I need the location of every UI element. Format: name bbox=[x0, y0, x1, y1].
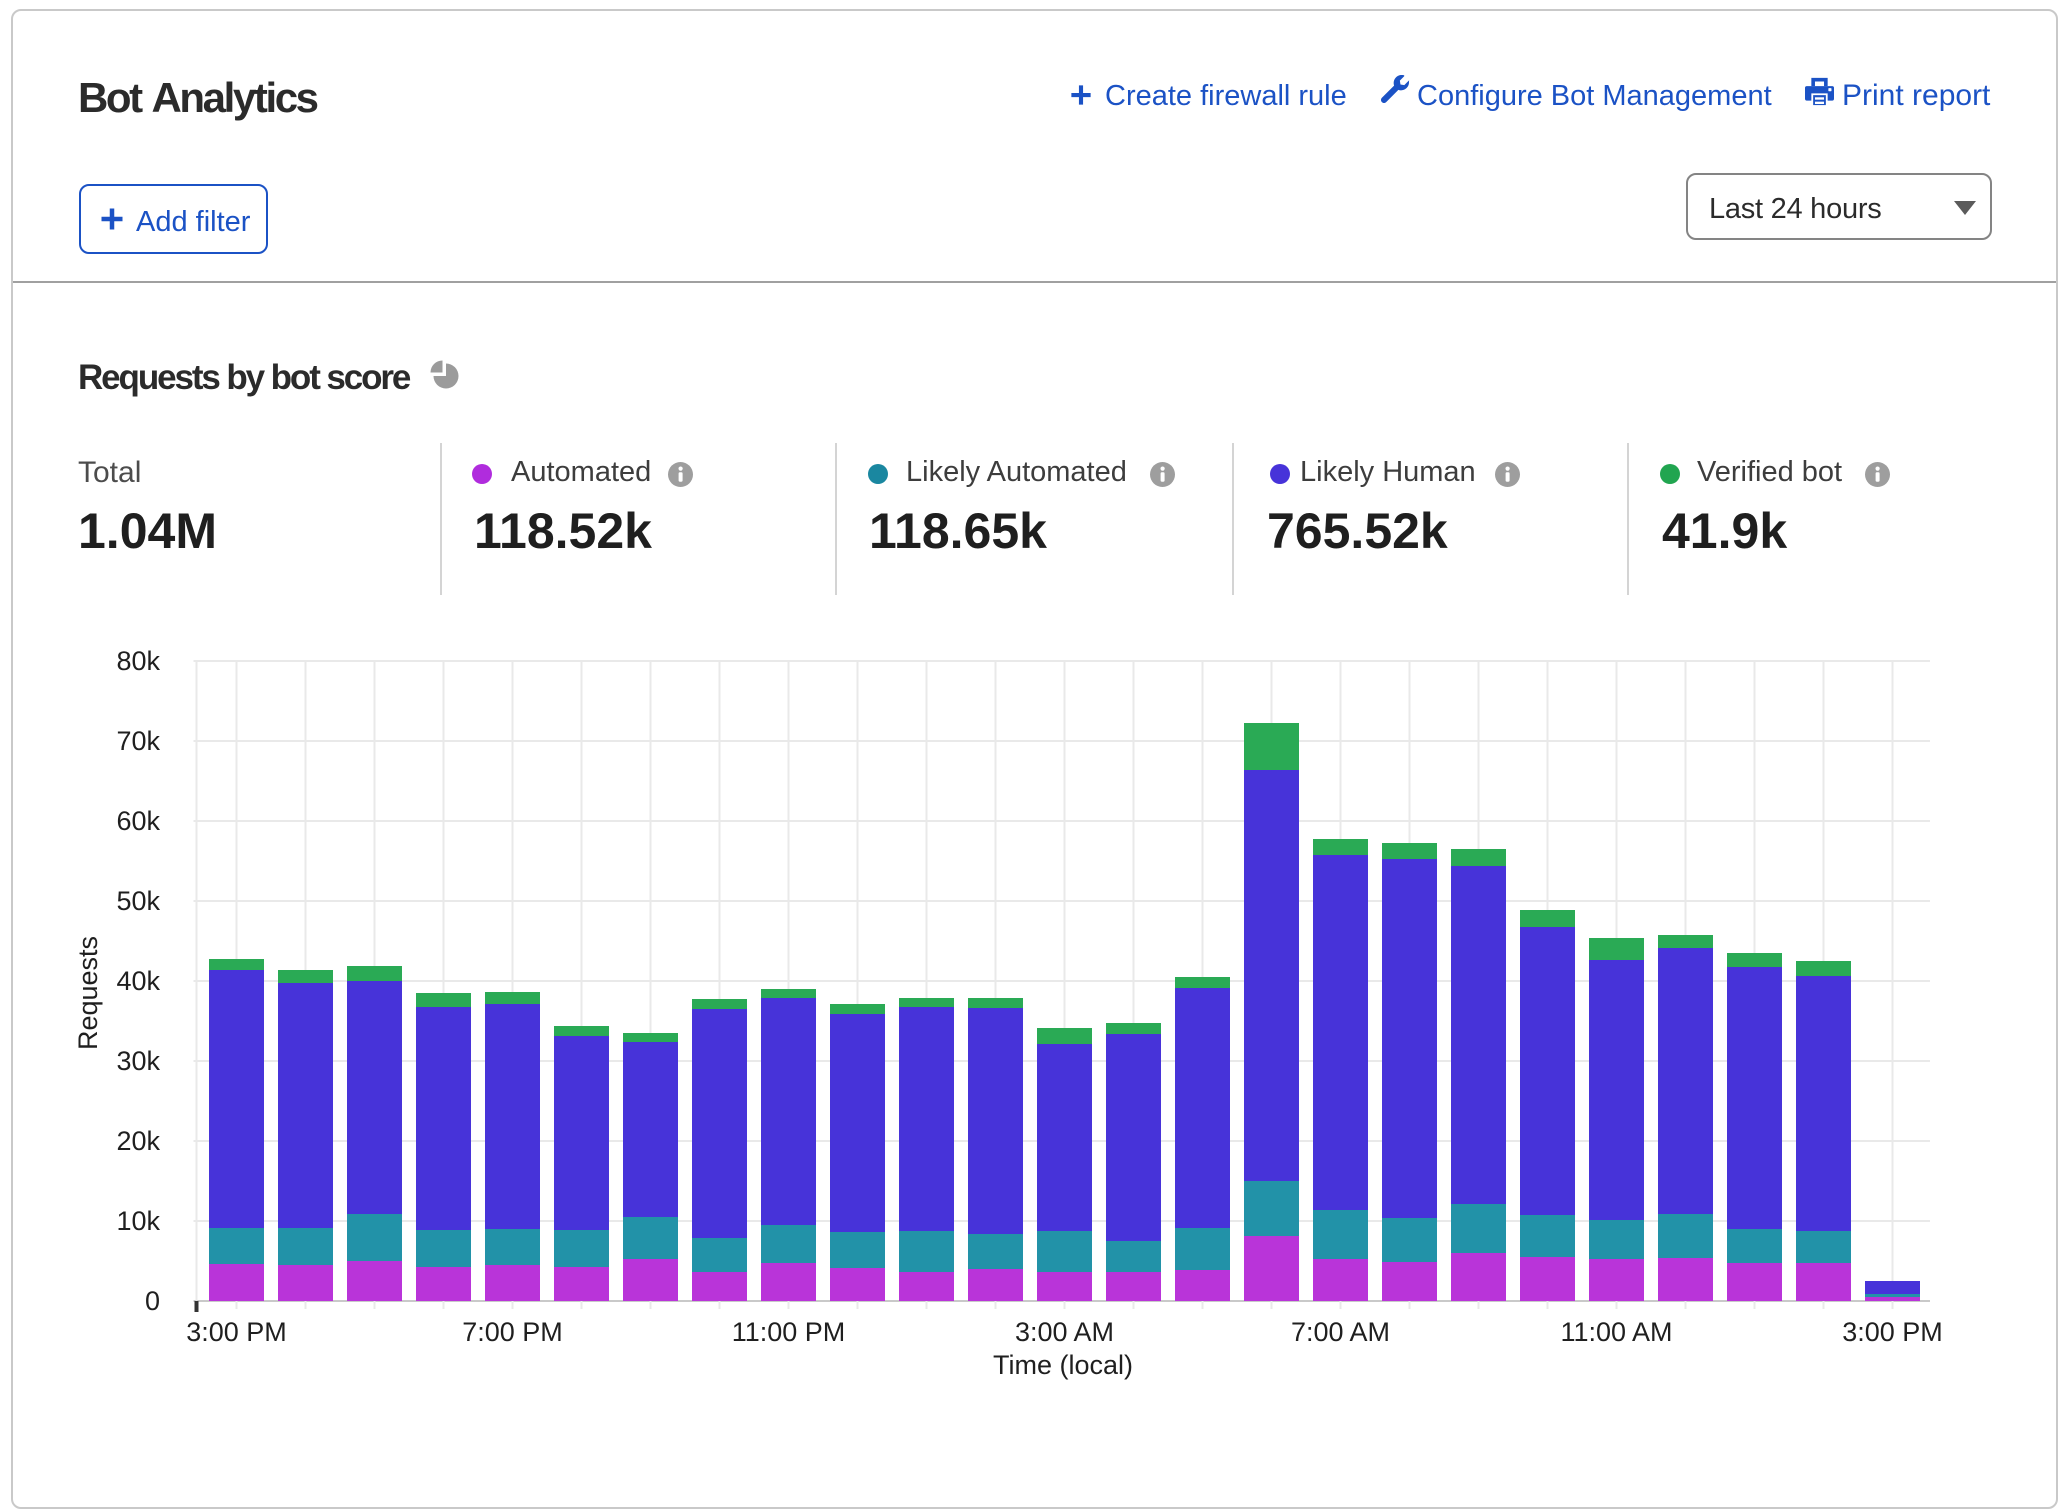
svg-text:80k: 80k bbox=[116, 646, 160, 676]
svg-text:Requests: Requests bbox=[73, 936, 103, 1050]
svg-text:7:00 PM: 7:00 PM bbox=[462, 1317, 563, 1347]
svg-text:70k: 70k bbox=[116, 726, 160, 756]
svg-text:50k: 50k bbox=[116, 886, 160, 916]
svg-text:11:00 AM: 11:00 AM bbox=[1560, 1317, 1672, 1347]
svg-text:3:00 AM: 3:00 AM bbox=[1015, 1317, 1114, 1347]
svg-text:3:00 PM: 3:00 PM bbox=[1842, 1317, 1943, 1347]
svg-text:30k: 30k bbox=[116, 1046, 160, 1076]
svg-text:3:00 PM: 3:00 PM bbox=[186, 1317, 287, 1347]
svg-text:10k: 10k bbox=[116, 1206, 160, 1236]
svg-text:Time (local): Time (local) bbox=[993, 1350, 1133, 1380]
svg-text:60k: 60k bbox=[116, 806, 160, 836]
svg-text:20k: 20k bbox=[116, 1126, 160, 1156]
svg-text:40k: 40k bbox=[116, 966, 160, 996]
svg-text:7:00 AM: 7:00 AM bbox=[1291, 1317, 1390, 1347]
svg-text:0: 0 bbox=[145, 1286, 160, 1316]
svg-text:11:00 PM: 11:00 PM bbox=[732, 1317, 846, 1347]
